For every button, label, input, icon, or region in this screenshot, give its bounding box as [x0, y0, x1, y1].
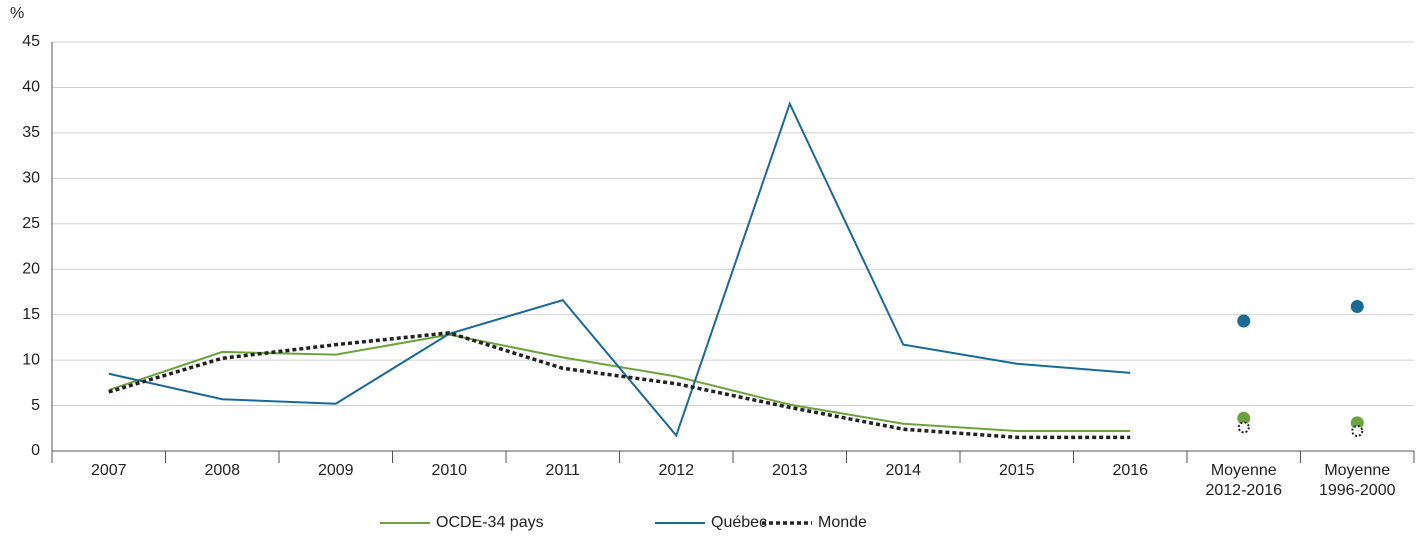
x-tick-label: 1996-2000 — [1319, 482, 1396, 499]
average-dot — [1237, 314, 1251, 328]
x-tick-label: 2011 — [546, 462, 581, 479]
y-tick-label: 0 — [31, 442, 40, 459]
x-tick-label: 2007 — [91, 462, 127, 479]
x-tick-label: 2010 — [431, 462, 467, 479]
y-axis-label: % — [10, 5, 24, 22]
x-tick-label: 2008 — [204, 462, 240, 479]
x-tick-label: 2014 — [885, 462, 921, 479]
y-tick-label: 10 — [22, 351, 40, 368]
y-tick-label: 15 — [22, 306, 40, 323]
legend-label: OCDE-34 pays — [436, 514, 544, 531]
x-tick-label: 2012 — [658, 462, 694, 479]
average-dot — [1351, 425, 1364, 438]
x-tick-label: 2015 — [999, 462, 1035, 479]
series-line — [108, 331, 1131, 440]
y-tick-label: 40 — [22, 79, 40, 96]
x-tick-label: Moyenne — [1324, 462, 1390, 479]
x-tick-label: 2016 — [1112, 462, 1148, 479]
y-tick-label: 35 — [22, 124, 40, 141]
x-tick-label: Moyenne — [1211, 462, 1277, 479]
series-line — [108, 333, 1131, 433]
average-dot — [1237, 411, 1251, 425]
y-tick-label: 20 — [22, 260, 40, 277]
legend-label: Québec — [711, 514, 767, 531]
legend-label: Monde — [818, 514, 867, 531]
average-dot — [1350, 299, 1364, 313]
y-tick-label: 25 — [22, 215, 40, 232]
y-tick-label: 45 — [22, 33, 40, 50]
x-tick-label: 2012-2016 — [1205, 482, 1282, 499]
average-dot — [1237, 421, 1250, 434]
x-tick-label: 2013 — [772, 462, 808, 479]
series-line — [108, 101, 1131, 438]
y-tick-label: 30 — [22, 170, 40, 187]
x-tick-label: 2009 — [318, 462, 354, 479]
y-tick-label: 5 — [31, 397, 40, 414]
